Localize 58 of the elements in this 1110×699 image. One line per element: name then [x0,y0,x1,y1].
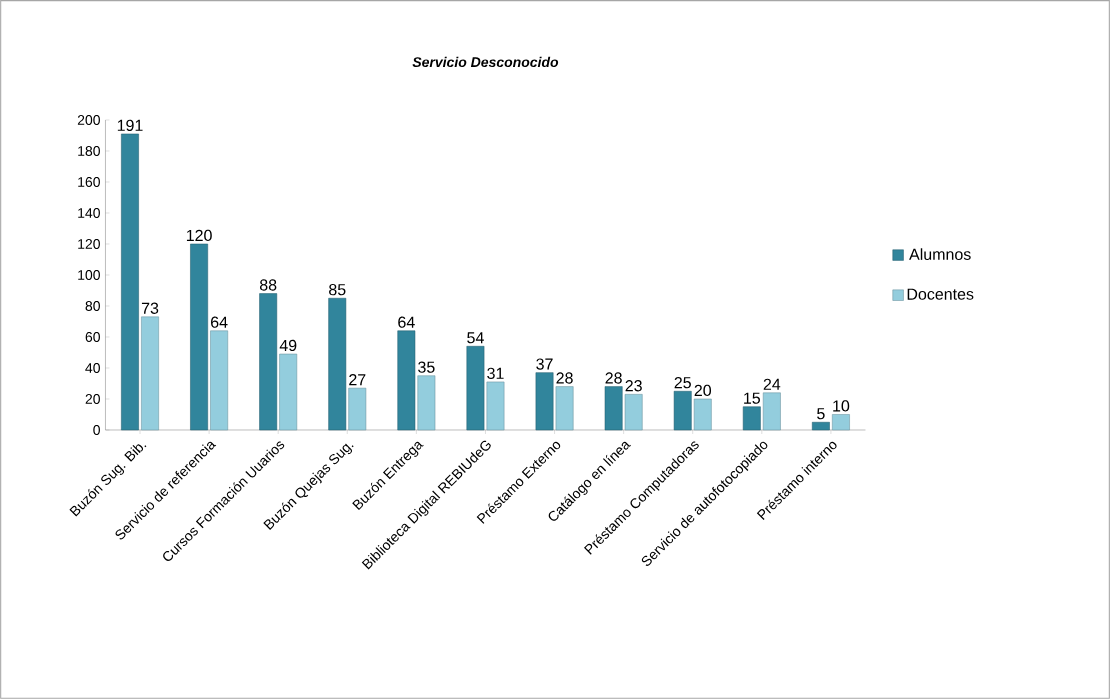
data-label: 28 [605,372,622,384]
bar [259,293,278,431]
data-label: 73 [141,302,159,314]
bar [486,381,505,431]
y-tick-label: 180 [78,146,100,156]
legend-label: Docentes [907,288,974,300]
data-label: 27 [349,374,366,386]
bar [624,394,643,431]
data-label: 37 [536,358,553,370]
y-tick-label: 140 [78,208,100,218]
bar [673,390,692,431]
bar [604,386,623,431]
data-label: 31 [487,367,504,379]
data-label: 15 [744,392,761,404]
y-tick-label: 120 [78,239,100,249]
data-label: 25 [674,376,691,389]
legend-label: Alumnos [909,248,971,260]
y-tick-label: 60 [85,332,100,342]
bar [555,386,574,431]
data-label: 20 [694,384,712,397]
y-tick-label: 200 [77,115,100,125]
bar [279,353,298,431]
y-tick-label: 100 [78,270,100,280]
bar [811,421,830,431]
bar [190,243,208,431]
y-tick-label: 40 [85,363,100,373]
bar [742,406,761,431]
data-label: 35 [418,361,435,373]
bar [121,133,139,431]
data-label: 64 [211,316,228,328]
data-label: 23 [625,380,642,392]
bar [141,316,159,431]
data-label: 88 [259,279,277,291]
bar [693,398,712,431]
bar [832,414,850,431]
data-label: 120 [186,229,212,242]
bar [535,372,554,431]
data-label: 64 [398,316,415,328]
bar [417,375,436,431]
data-label: 85 [329,283,346,296]
data-label: 191 [117,119,143,131]
bar [466,346,485,431]
chart-title: Servicio Desconocido [412,56,559,68]
bar [348,387,367,431]
bar [397,330,416,431]
data-label: 24 [763,378,781,390]
data-label: 10 [833,400,850,412]
y-tick-label: 80 [85,301,100,311]
y-tick-label: 160 [78,177,100,187]
bar [762,392,781,431]
y-tick-label: 20 [85,394,100,404]
bar [328,297,347,431]
data-label: 5 [817,408,825,420]
y-tick-label: 0 [93,425,100,435]
data-label: 28 [556,372,573,384]
data-label: 54 [467,332,484,344]
bar [210,330,229,431]
data-label: 49 [279,339,297,352]
